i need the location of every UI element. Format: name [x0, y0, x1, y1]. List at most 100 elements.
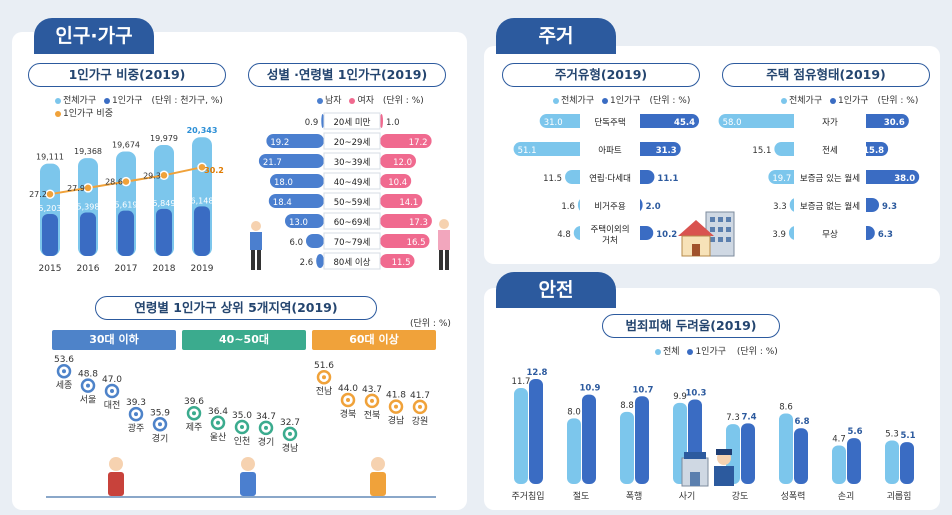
- age-label-box: [323, 152, 381, 170]
- region-name: 대전: [104, 400, 121, 411]
- bar-male: [270, 174, 324, 188]
- label-total-value: 4.8: [557, 230, 571, 240]
- label-total-value: 19,111: [36, 153, 64, 162]
- chart-top-regions: 53.6 세종 48.8 서울 47.0 대전 39.3 광주 35.9 경기 39.6 제주 36.4…: [46, 355, 436, 498]
- category-label: 전세: [822, 145, 838, 156]
- bar-female: [380, 134, 432, 148]
- x-tick-label: 주거침입: [511, 490, 544, 502]
- label-male-value: 18.0: [274, 178, 293, 188]
- label-single-value: 6,148: [191, 196, 214, 205]
- legend-one-person-ratio: 전체가구 1인가구 (단위 : 천가구, %) 1인가구 비중: [50, 93, 223, 119]
- label-female-value: 12.0: [393, 158, 412, 168]
- legend-housing-type: 전체가구 1인가구 (단위 : %): [548, 93, 690, 106]
- label-female-value: 17.3: [409, 218, 428, 228]
- category-label-bg: [794, 224, 866, 242]
- region-value: 43.7: [362, 385, 382, 395]
- x-tick-label: 2017: [115, 264, 138, 274]
- label-male-value: 2.6: [300, 258, 314, 268]
- x-tick-label: 강도: [732, 491, 749, 502]
- label-total-value: 1.6: [561, 202, 575, 212]
- bar-single: [847, 438, 861, 484]
- legend-item-single: 1인가구: [112, 96, 143, 106]
- label-total-value: 19,674: [112, 141, 140, 150]
- bar-male: [316, 254, 324, 268]
- chart-tenure: 58.0 30.6 자가 15.1 15.8 전세 19.7 38.0 보증금 있는 월세 3.3…: [718, 112, 920, 242]
- label-single-value: 6.8: [794, 417, 809, 427]
- category-label: 연립·다세대: [589, 174, 631, 184]
- region-name: 전북: [364, 410, 381, 421]
- category-label: 단독주택: [594, 117, 625, 128]
- region-value: 41.7: [410, 391, 430, 401]
- unit-note-crime: (단위 : %): [736, 347, 778, 357]
- bar-male: [266, 134, 324, 148]
- unit-note-housing: (단위 : %): [649, 96, 691, 106]
- bar-single-households: [194, 206, 210, 256]
- section-tab-housing: 주거: [496, 18, 616, 54]
- bar-single: [794, 428, 808, 484]
- category-label-bg: [794, 112, 866, 130]
- label-single-value: 10.2: [656, 230, 677, 240]
- category-label: 비거주용: [594, 202, 625, 212]
- legend-item-female: 여자: [357, 96, 374, 106]
- age-label: 60~69세: [334, 218, 371, 228]
- region-name: 인천: [234, 436, 251, 447]
- label-total-value: 4.7: [832, 434, 846, 444]
- bar-female: [380, 214, 432, 228]
- label-total-value: 20,343: [187, 126, 218, 135]
- label-male-value: 0.9: [305, 118, 319, 128]
- point-single-ratio: [159, 170, 169, 181]
- bar-total: [832, 445, 846, 484]
- age-label: 50~59세: [334, 198, 371, 208]
- x-tick-label: 2015: [39, 264, 62, 274]
- legend-gender-age: 남자 여자 (단위 : %): [312, 93, 424, 106]
- region-value: 36.4: [208, 407, 228, 417]
- category-label: 아파트: [598, 145, 622, 156]
- legend-item-single: 1인가구: [610, 96, 641, 106]
- region-value: 44.0: [338, 384, 358, 394]
- label-female-value: 11.5: [392, 258, 411, 268]
- label-ratio-value: 27.9: [67, 184, 85, 193]
- legend-item-male: 남자: [325, 96, 342, 106]
- label-male-value: 13.0: [289, 218, 308, 228]
- x-tick-label: 2019: [191, 264, 214, 274]
- region-marker-center: [370, 398, 374, 403]
- region-marker-center: [346, 398, 350, 402]
- label-single-value: 5,849: [153, 199, 176, 208]
- region-marker-center: [394, 404, 398, 409]
- legend-item-total: 전체가구: [789, 96, 823, 106]
- region-marker-center: [134, 412, 138, 417]
- region-marker-center: [62, 369, 66, 374]
- x-tick-label: 2016: [77, 264, 100, 274]
- label-female-value: 16.5: [407, 238, 426, 248]
- unit-note-top-regions: (단위 : %): [410, 319, 451, 329]
- label-female-value: 1.0: [386, 118, 400, 128]
- bar-female: [380, 114, 383, 128]
- region-name: 세종: [56, 380, 73, 391]
- label-total-value: 8.0: [567, 407, 581, 417]
- age-label: 40~49세: [334, 178, 371, 188]
- region-value: 32.7: [280, 418, 300, 428]
- label-single-value: 15.8: [863, 146, 884, 156]
- category-label: 주택이외의: [590, 224, 629, 235]
- bar-female: [380, 174, 412, 188]
- label-female-value: 14.1: [399, 198, 418, 208]
- category-label-bg: [580, 224, 640, 242]
- legend-item-total: 전체가구: [63, 96, 97, 106]
- label-single-value: 30.6: [884, 118, 905, 128]
- region-value: 39.3: [126, 398, 146, 408]
- region-marker-center: [158, 422, 162, 427]
- legend-item-single: 1인가구: [838, 96, 869, 106]
- label-single-value: 10.9: [580, 384, 601, 394]
- region-marker-center: [322, 375, 326, 380]
- x-tick-label: 2018: [153, 264, 176, 274]
- bar-single-households: [156, 208, 172, 256]
- age-label-box: [323, 172, 381, 190]
- x-tick-label: 사기: [679, 491, 696, 502]
- region-name: 제주: [186, 422, 203, 433]
- bar-single: [632, 142, 681, 156]
- label-total-value: 8.8: [620, 401, 634, 411]
- category-label: 거처: [602, 236, 618, 246]
- category-label-bg: [794, 196, 866, 214]
- chart-title-tenure: 주택 점유형태(2019): [722, 63, 930, 87]
- legend-tenure: 전체가구 1인가구 (단위 : %): [776, 93, 918, 106]
